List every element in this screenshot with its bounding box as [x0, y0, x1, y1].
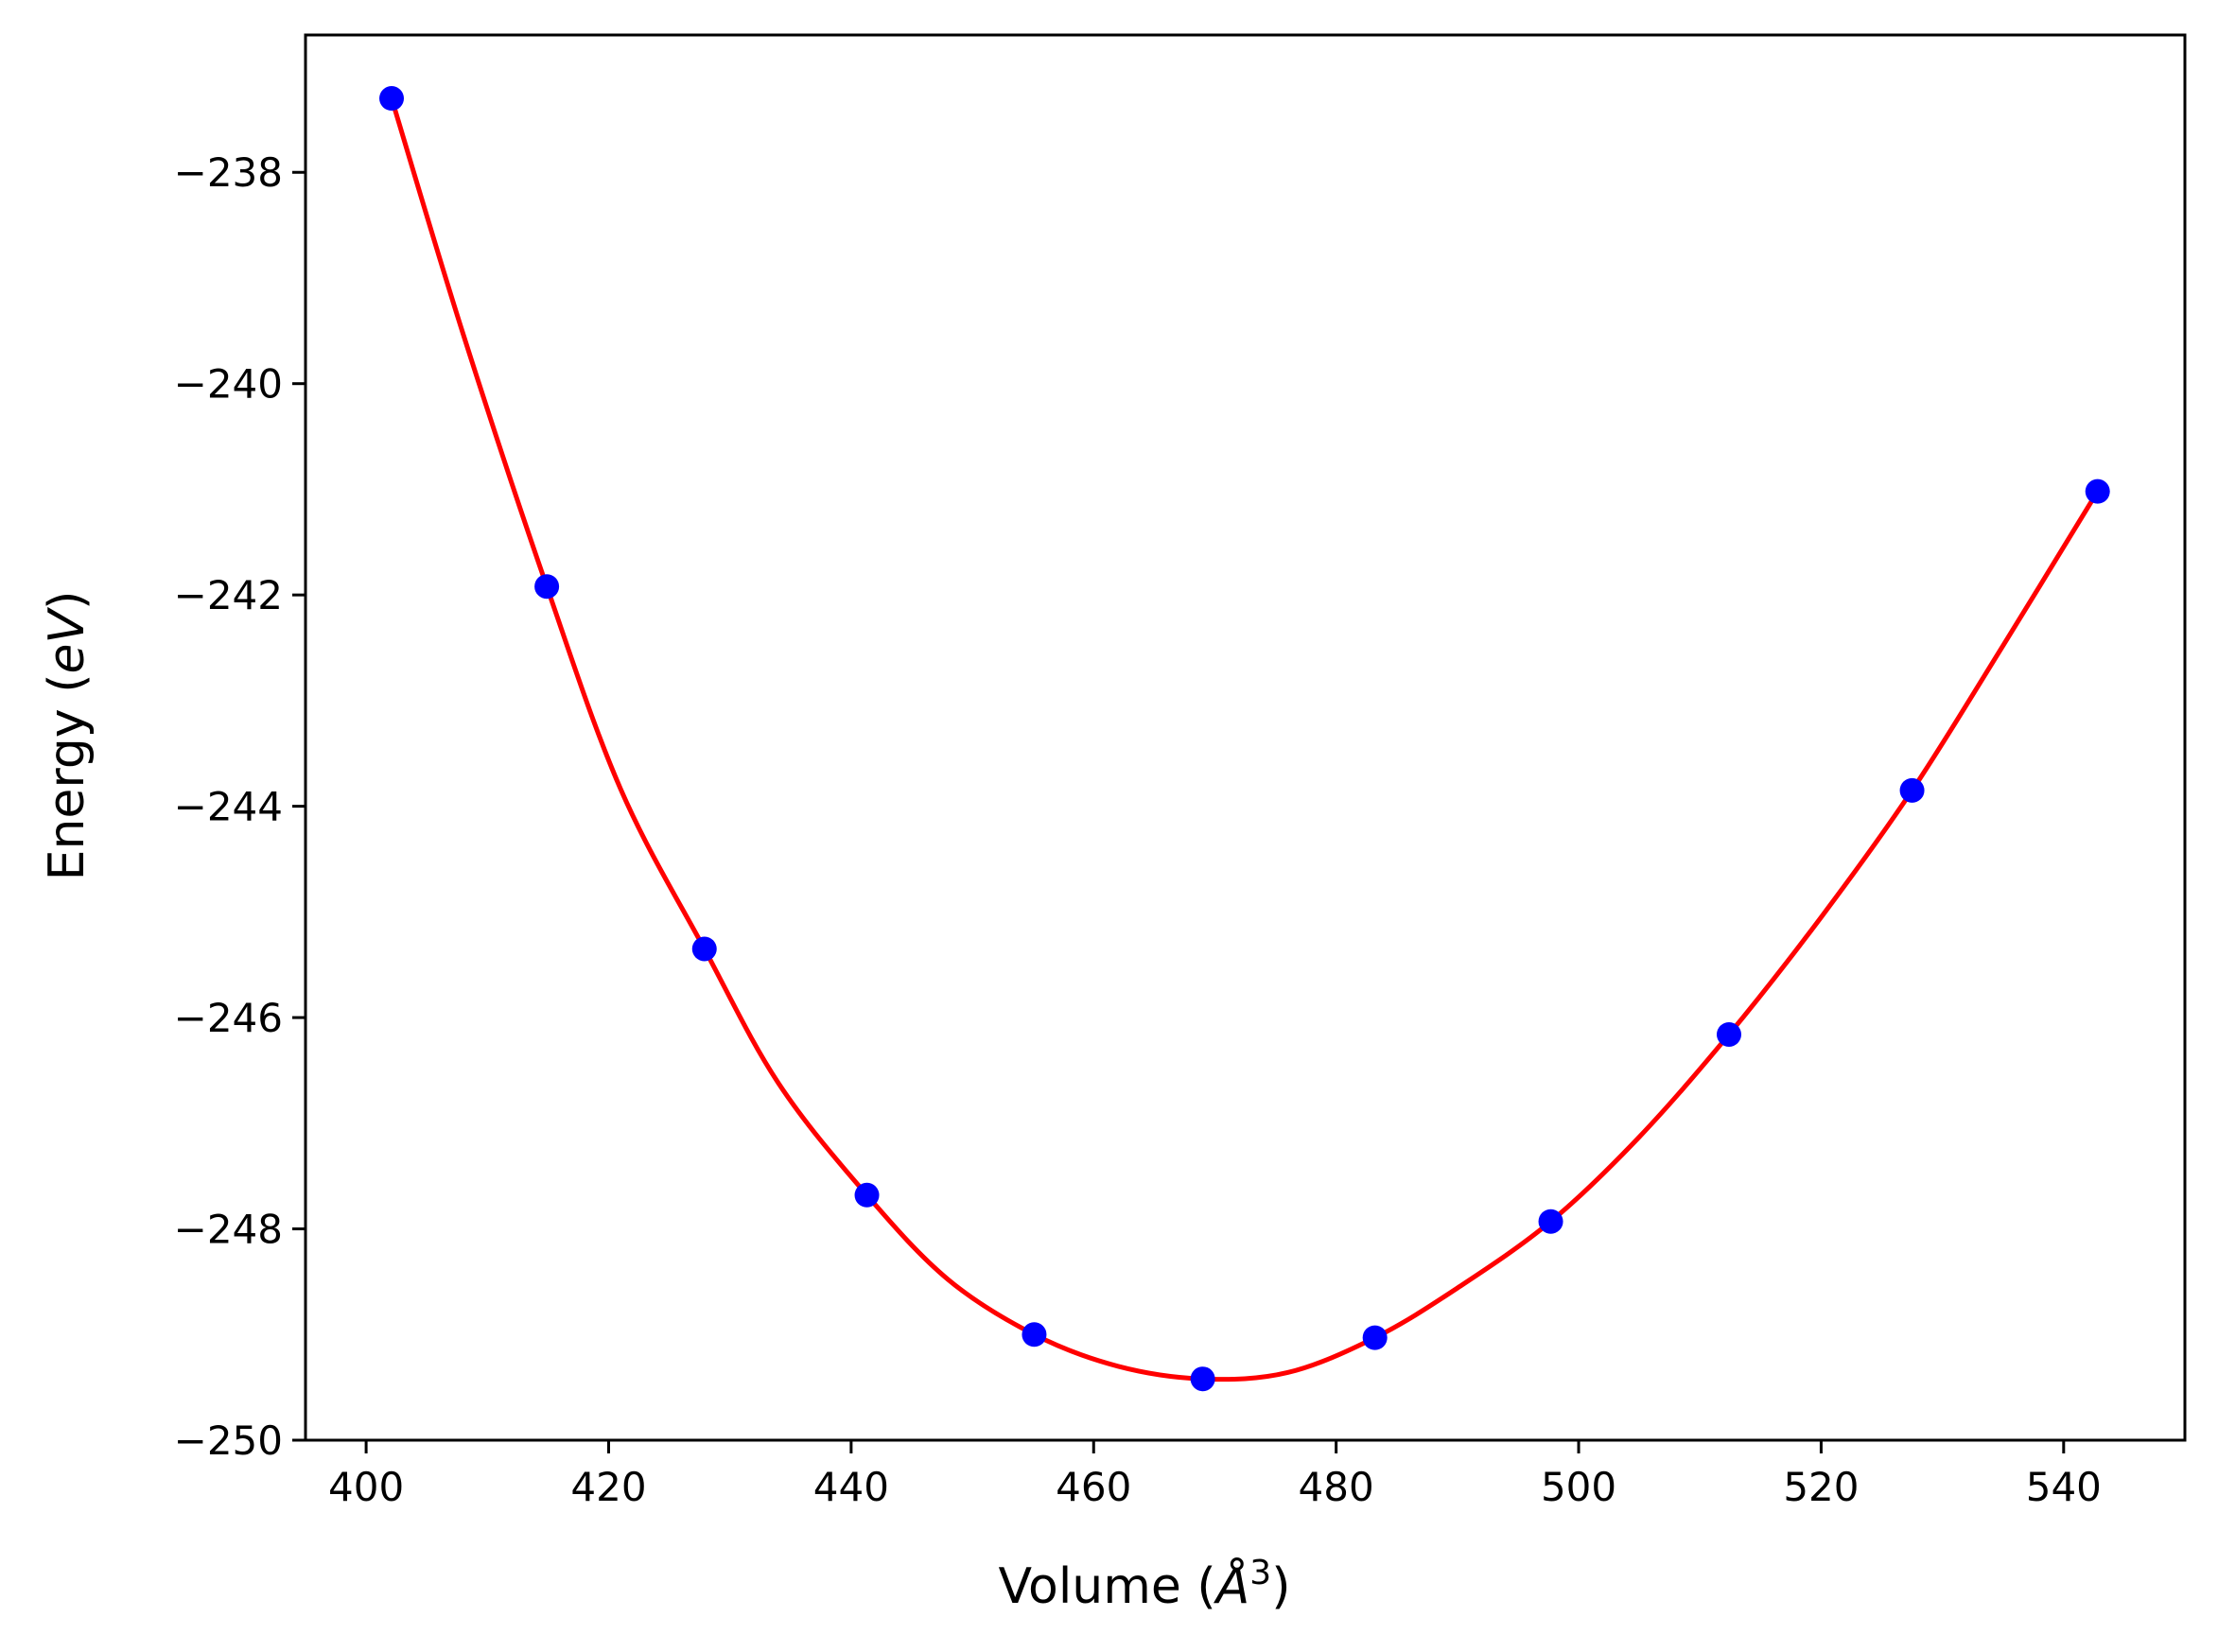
axis-ticks: 400 420 440 460 480 500 520 540 −238 −240 −242 −244…: [174, 149, 2102, 1510]
data-point: [691, 936, 717, 962]
y-tick-label: −250: [174, 1417, 283, 1464]
data-point: [2085, 478, 2110, 504]
fit-curve-line: [389, 97, 2100, 1382]
x-tick-label: 480: [1299, 1464, 1374, 1510]
data-point: [854, 1182, 880, 1208]
y-tick-label: −244: [174, 784, 283, 830]
y-tick-label: −246: [174, 995, 283, 1041]
x-tick-label: 520: [1783, 1464, 1859, 1510]
y-tick-label: −242: [174, 572, 283, 618]
y-tick-label: −238: [174, 149, 283, 196]
data-point: [534, 574, 560, 600]
x-axis-label: Volume (Å3): [998, 1554, 1290, 1615]
data-point: [1190, 1366, 1215, 1392]
x-tick-label: 540: [2026, 1464, 2102, 1510]
data-point: [1899, 777, 1925, 803]
data-point: [1538, 1209, 1563, 1234]
plot-frame: [304, 33, 2187, 1442]
x-tick-label: 420: [570, 1464, 646, 1510]
data-point: [379, 86, 405, 112]
data-point: [1362, 1325, 1388, 1350]
y-axis-label: Energy (eV): [39, 591, 96, 881]
y-tick-label: −248: [174, 1207, 283, 1253]
x-tick-label: 440: [813, 1464, 889, 1510]
data-point: [1716, 1021, 1741, 1047]
plot-area: [379, 86, 2110, 1392]
data-point: [1022, 1322, 1047, 1348]
x-tick-label: 400: [328, 1464, 404, 1510]
x-tick-label: 500: [1541, 1464, 1616, 1510]
x-tick-label: 460: [1056, 1464, 1131, 1510]
y-tick-label: −240: [174, 361, 283, 408]
